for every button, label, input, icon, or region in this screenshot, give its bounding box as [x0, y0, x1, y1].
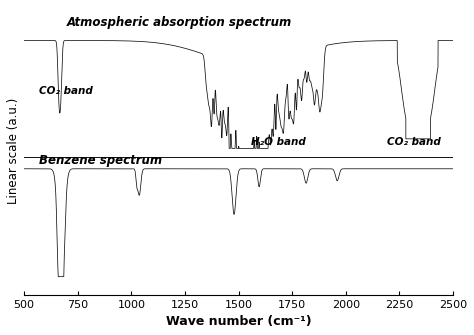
- Text: CO₂ band: CO₂ band: [386, 137, 440, 147]
- Text: Benzene spectrum: Benzene spectrum: [39, 154, 162, 167]
- Y-axis label: Linear scale (a.u.): Linear scale (a.u.): [7, 98, 20, 204]
- X-axis label: Wave number (cm⁻¹): Wave number (cm⁻¹): [166, 315, 311, 328]
- Text: CO₂ band: CO₂ band: [39, 86, 93, 96]
- Text: Atmospheric absorption spectrum: Atmospheric absorption spectrum: [67, 16, 292, 29]
- Text: H₂O band: H₂O band: [251, 137, 306, 147]
